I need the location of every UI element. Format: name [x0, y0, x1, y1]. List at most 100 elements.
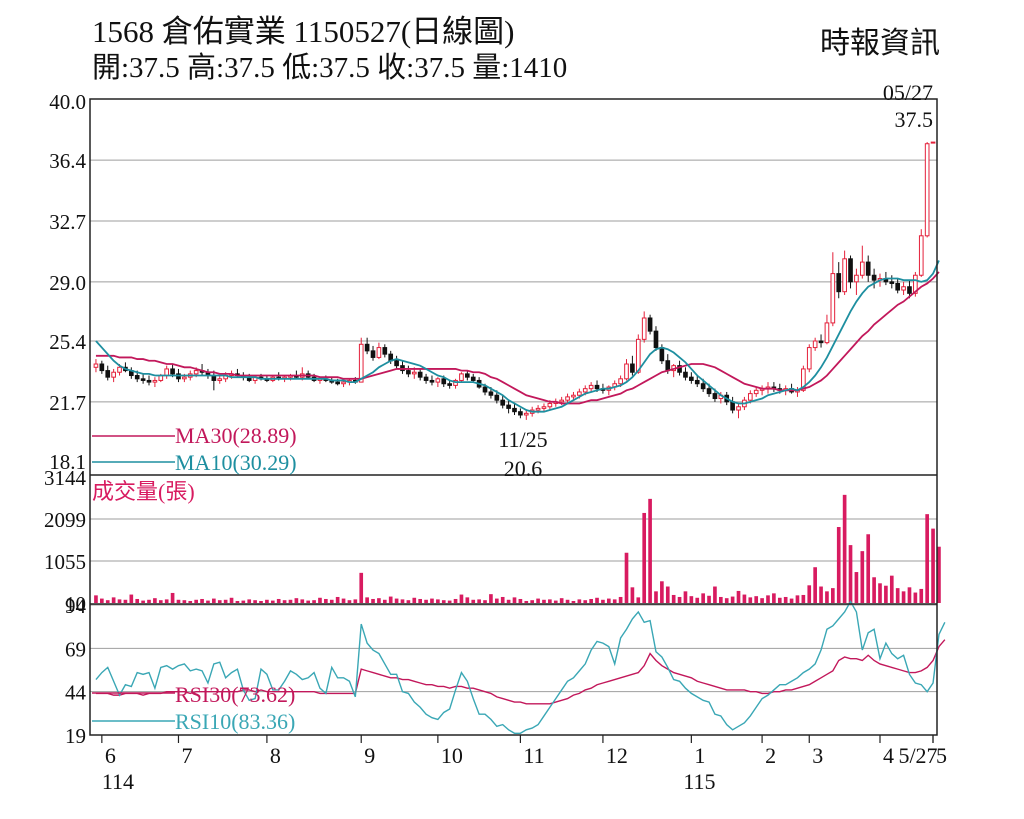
candle-body — [618, 378, 623, 385]
candle-body — [134, 375, 140, 380]
volume-bar — [766, 595, 770, 603]
candle-body — [382, 347, 388, 355]
price-tick-label: 25.4 — [49, 330, 86, 354]
candle-body — [918, 235, 924, 276]
label-layer: 40.036.432.729.025.421.718.1314420991055… — [44, 80, 947, 794]
last-date-label: 05/27 — [883, 80, 933, 105]
candle-body — [677, 365, 682, 373]
candle-body — [494, 394, 500, 401]
volume-bar — [241, 600, 246, 603]
time-tick-label: 2 — [765, 743, 776, 768]
volume-bar — [105, 600, 110, 603]
candle-body — [482, 386, 488, 393]
volume-bar — [565, 599, 570, 603]
volume-bar — [772, 593, 776, 603]
volume-bar — [677, 596, 682, 603]
candle-body — [577, 391, 582, 396]
time-tick-label: 4 — [883, 743, 894, 768]
volume-tick-label: 10 — [65, 592, 86, 616]
volume-bar — [324, 598, 328, 603]
volume-bar — [506, 599, 511, 603]
candle-body — [193, 370, 199, 375]
candle-body — [358, 343, 364, 383]
low-date-label: 11/25 — [498, 427, 547, 452]
volume-bar — [884, 585, 888, 603]
volume-bar — [288, 599, 293, 603]
rsi-tick-label: 69 — [65, 637, 86, 661]
volume-bar — [247, 599, 252, 603]
volume-bar — [400, 599, 405, 603]
volume-bar — [548, 599, 552, 603]
volume-bar — [235, 600, 240, 603]
volume-bar — [176, 599, 181, 603]
candle-body — [689, 376, 694, 381]
price-panel — [93, 141, 940, 420]
candle-body — [859, 261, 865, 276]
volume-bar — [553, 600, 558, 603]
volume-bar — [276, 598, 281, 603]
candle-body — [582, 388, 588, 393]
volume-bar — [907, 587, 912, 603]
candle-body — [665, 360, 671, 372]
volume-bar — [819, 586, 823, 603]
candle-body — [93, 363, 99, 368]
candle-body — [865, 261, 871, 276]
volume-bar — [872, 577, 876, 603]
volume-bar — [836, 527, 841, 603]
volume-bar — [312, 600, 316, 603]
candle-body — [370, 350, 376, 358]
volume-bar — [707, 595, 711, 603]
volume-bar — [518, 598, 523, 603]
volume-bar — [542, 599, 546, 603]
candle-body — [441, 378, 447, 385]
volume-bar — [359, 572, 364, 603]
volume-bar — [282, 600, 287, 603]
candle-body — [812, 340, 818, 349]
volume-bar — [866, 534, 871, 603]
volume-bar — [217, 600, 222, 603]
volume-bar — [94, 595, 98, 603]
volume-tick-label: 1055 — [44, 550, 86, 574]
volume-bar — [347, 600, 352, 603]
volume-bar — [795, 595, 800, 603]
volume-bar — [153, 598, 157, 603]
volume-bar — [300, 599, 305, 603]
candle-body — [871, 274, 877, 281]
volume-bar — [901, 591, 906, 603]
candle-body — [801, 368, 806, 391]
candle-body — [152, 379, 158, 383]
volume-bar — [294, 598, 299, 603]
volume-bar — [377, 598, 381, 603]
volume-bar — [494, 598, 499, 603]
time-tick-label: 5/27 — [898, 743, 937, 768]
volume-bar — [436, 599, 440, 603]
volume-bar — [329, 599, 334, 603]
chart-title: 1568 倉佑實業 1150527(日線圖) — [92, 14, 515, 49]
candle-body — [488, 391, 494, 396]
price-tick-label: 21.7 — [49, 391, 86, 415]
last-value-label: 37.5 — [895, 107, 934, 132]
volume-bar — [937, 546, 941, 603]
candle-body — [848, 258, 853, 283]
volume-bar — [825, 591, 829, 603]
candle-body — [624, 363, 629, 380]
time-tick-label: 11 — [523, 743, 544, 768]
candle-body — [423, 376, 429, 381]
volume-bar — [919, 588, 924, 603]
candle-body — [930, 141, 936, 144]
rsi30-line — [95, 639, 946, 705]
volume-bar — [724, 598, 729, 603]
volume-bar — [606, 598, 611, 603]
volume-bar — [719, 596, 723, 603]
volume-bar — [158, 600, 163, 603]
ma10-legend-label: MA10(30.29) — [175, 450, 297, 475]
volume-bar — [736, 590, 741, 603]
volume-bar — [618, 596, 623, 603]
volume-bar — [471, 599, 476, 603]
volume-bar — [895, 588, 900, 603]
volume-bar — [465, 597, 470, 603]
volume-bar — [265, 599, 269, 603]
candle-body — [146, 379, 152, 383]
volume-bar — [459, 594, 464, 603]
